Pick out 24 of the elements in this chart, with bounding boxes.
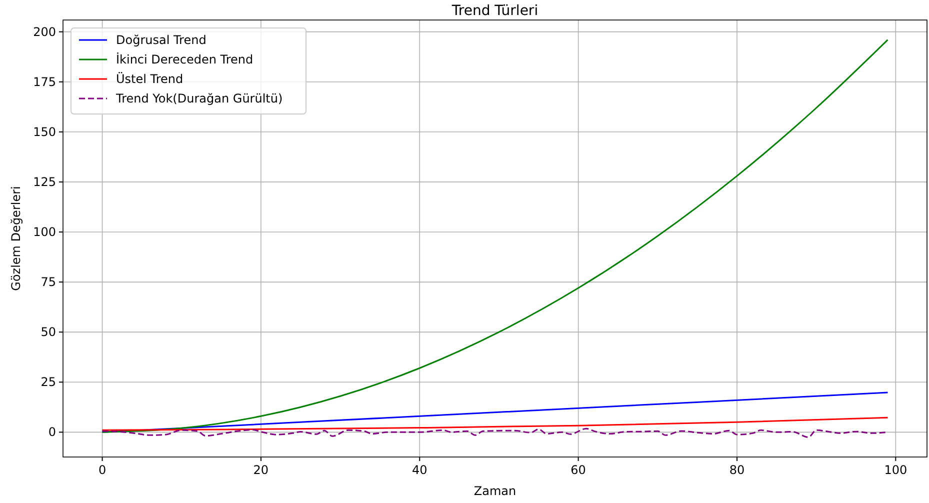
y-tick-label: 200: [33, 24, 56, 39]
legend-label: Trend Yok(Durağan Gürültü): [115, 92, 283, 106]
y-tick-label: 25: [40, 375, 56, 390]
y-tick-label: 175: [33, 74, 56, 89]
chart-title: Trend Türleri: [450, 3, 538, 19]
x-axis-title: Zaman: [474, 484, 516, 498]
legend-label: Doğrusal Trend: [116, 33, 206, 47]
y-tick-label: 75: [40, 275, 56, 290]
x-tick-label: 40: [412, 463, 428, 477]
x-tick-label: 100: [884, 463, 908, 477]
x-tick-label: 20: [253, 463, 269, 477]
y-tick-label: 125: [33, 174, 56, 189]
legend-label: İkinci Dereceden Trend: [116, 52, 254, 66]
y-tick-label: 50: [40, 325, 56, 340]
legend-label: Üstel Trend: [116, 72, 184, 86]
y-tick-label: 100: [33, 224, 56, 239]
x-tick-label: 60: [570, 463, 586, 477]
y-axis-title: Gözlem Değerleri: [9, 186, 23, 291]
x-tick-label: 80: [729, 463, 745, 477]
line-series: [102, 416, 888, 431]
y-tick-label: 0: [48, 425, 56, 440]
x-tick-label: 0: [98, 463, 106, 477]
y-tick-label: 150: [33, 124, 56, 139]
line-series: [102, 428, 888, 438]
